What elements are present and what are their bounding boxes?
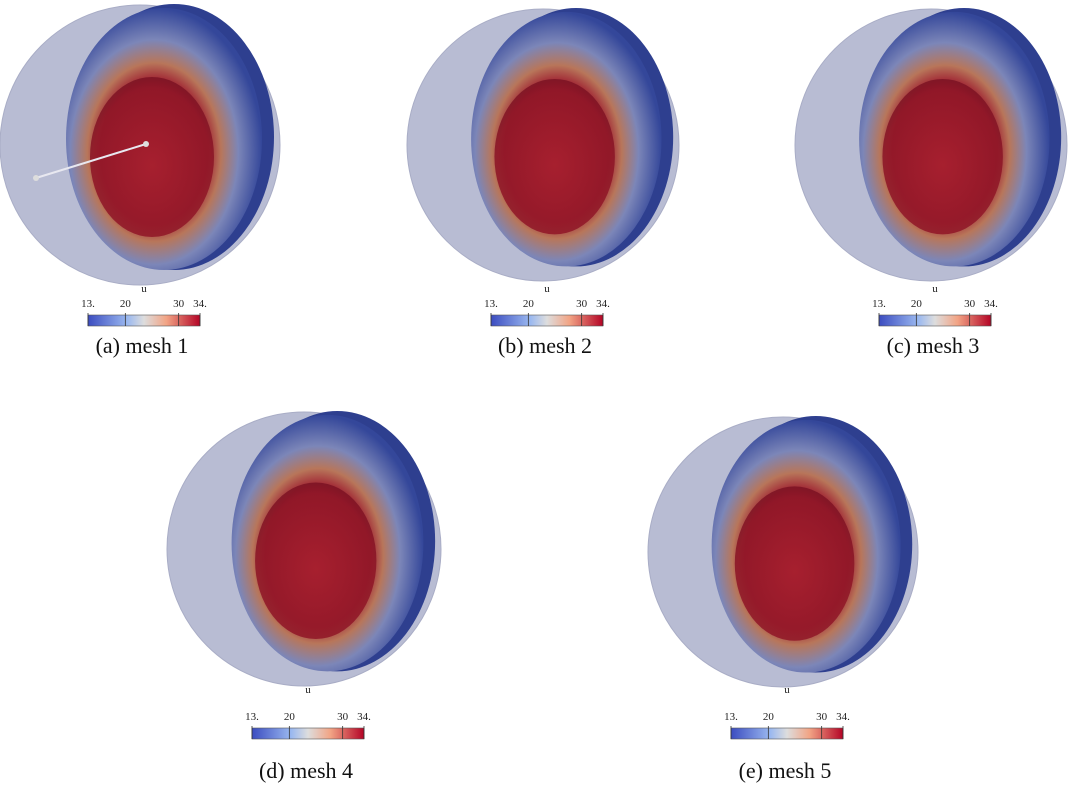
colorbar-tick-label: 13. — [81, 298, 95, 310]
colorbar-tick-label: 34. — [193, 298, 207, 310]
colorbar — [252, 728, 364, 739]
colorbar-tick-label: 20 — [763, 711, 775, 723]
caption: (a) mesh 1 — [96, 333, 189, 358]
colorbar-tick-label: 30 — [964, 298, 976, 310]
colorbar-tick-label: 13. — [724, 711, 738, 723]
probe-point — [33, 175, 39, 181]
inner-core — [90, 77, 214, 237]
colorbar — [88, 315, 200, 326]
colorbar-title: u — [141, 283, 147, 295]
colorbar-title: u — [544, 283, 550, 295]
colorbar — [491, 315, 603, 326]
colorbar-tick-label: 13. — [245, 711, 259, 723]
colorbar-tick-label: 13. — [872, 298, 886, 310]
colorbar-title: u — [932, 283, 938, 295]
colorbar-tick-label: 20 — [911, 298, 923, 310]
colorbar-tick-label: 20 — [284, 711, 296, 723]
colorbar-tick-label: 34. — [596, 298, 610, 310]
colorbar — [879, 315, 991, 326]
caption: (e) mesh 5 — [739, 758, 832, 783]
colorbar-tick-label: 20 — [120, 298, 132, 310]
caption: (c) mesh 3 — [887, 333, 980, 358]
inner-core — [255, 482, 376, 639]
colorbar-title: u — [784, 684, 790, 696]
caption: (b) mesh 2 — [498, 333, 592, 358]
caption: (d) mesh 4 — [259, 758, 353, 783]
inner-core — [735, 486, 855, 640]
colorbar-tick-label: 34. — [836, 711, 850, 723]
colorbar-tick-label: 30 — [576, 298, 588, 310]
colorbar-tick-label: 20 — [523, 298, 535, 310]
colorbar — [731, 728, 843, 739]
colorbar-tick-label: 30 — [337, 711, 349, 723]
probe-point — [143, 141, 149, 147]
inner-core — [882, 79, 1002, 234]
inner-core — [494, 79, 614, 234]
figure: u 13. 20 30 34. (a) mesh 1 u 13. 20 30 34. (b) mesh… — [0, 0, 1068, 792]
colorbar-tick-label: 13. — [484, 298, 498, 310]
colorbar-tick-label: 30 — [816, 711, 828, 723]
colorbar-tick-label: 34. — [357, 711, 371, 723]
colorbar-tick-label: 34. — [984, 298, 998, 310]
colorbar-tick-label: 30 — [173, 298, 185, 310]
colorbar-title: u — [305, 684, 311, 696]
